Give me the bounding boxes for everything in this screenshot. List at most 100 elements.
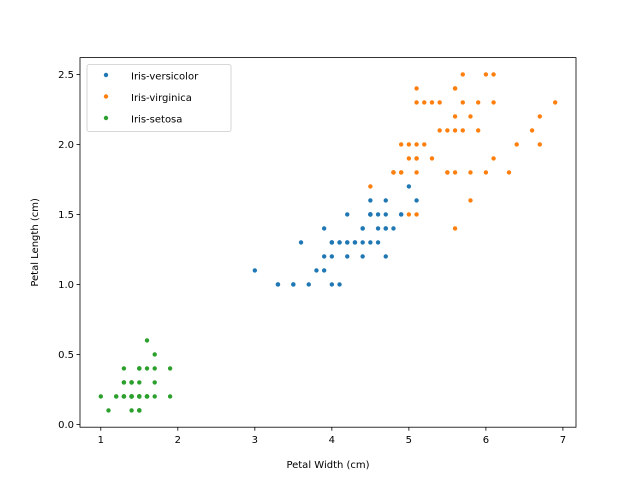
data-point bbox=[360, 226, 365, 231]
x-tick-label: 7 bbox=[560, 435, 566, 446]
data-point bbox=[422, 142, 427, 147]
data-point bbox=[152, 394, 157, 399]
legend-marker bbox=[103, 72, 109, 78]
data-point bbox=[452, 226, 458, 231]
data-point bbox=[422, 100, 427, 105]
data-point bbox=[483, 72, 489, 77]
x-tick-label: 4 bbox=[329, 435, 335, 446]
data-point bbox=[383, 198, 388, 203]
data-point bbox=[452, 170, 458, 175]
data-point bbox=[529, 128, 535, 133]
data-point bbox=[129, 380, 134, 385]
data-point bbox=[445, 128, 450, 133]
y-tick-label: 2.0 bbox=[58, 140, 74, 151]
data-point bbox=[445, 170, 450, 175]
data-point bbox=[298, 240, 304, 245]
data-point bbox=[345, 240, 350, 245]
data-point bbox=[414, 86, 419, 91]
data-point bbox=[483, 170, 489, 175]
legend-label: Iris-virginica bbox=[131, 93, 192, 104]
data-point bbox=[152, 366, 157, 371]
data-point bbox=[506, 170, 512, 175]
data-point bbox=[144, 338, 150, 343]
x-tick-label: 3 bbox=[252, 435, 258, 446]
data-point bbox=[414, 156, 419, 161]
data-point bbox=[337, 282, 342, 287]
data-point bbox=[368, 184, 373, 189]
legend-marker bbox=[103, 94, 109, 99]
data-point bbox=[352, 240, 358, 245]
data-point bbox=[537, 114, 542, 119]
x-tick-label: 6 bbox=[483, 435, 489, 446]
data-point bbox=[406, 212, 412, 217]
data-point bbox=[167, 366, 173, 371]
data-point bbox=[106, 408, 111, 413]
data-point bbox=[429, 156, 435, 161]
data-point bbox=[468, 114, 473, 119]
data-point bbox=[129, 408, 134, 413]
data-point bbox=[437, 128, 442, 133]
data-point bbox=[252, 268, 258, 273]
data-point bbox=[460, 128, 465, 133]
data-point bbox=[306, 282, 311, 287]
data-point bbox=[460, 100, 465, 105]
data-point bbox=[537, 142, 542, 147]
legend-label: Iris-versicolor bbox=[131, 72, 199, 83]
legend-box bbox=[86, 64, 232, 132]
x-ticks: 1 2 3 4 5 6 7 bbox=[98, 427, 566, 446]
data-point bbox=[121, 380, 127, 385]
y-tick-label: 1.0 bbox=[58, 280, 74, 291]
data-point bbox=[345, 254, 350, 259]
data-point bbox=[383, 254, 388, 259]
data-point bbox=[152, 352, 157, 357]
data-point bbox=[452, 114, 458, 119]
data-point bbox=[321, 254, 327, 259]
data-point bbox=[491, 156, 496, 161]
data-point bbox=[391, 226, 396, 231]
data-point bbox=[329, 282, 335, 287]
data-point bbox=[114, 394, 119, 399]
data-point bbox=[414, 100, 419, 105]
points-layer bbox=[98, 72, 558, 413]
data-point bbox=[275, 282, 281, 287]
data-point bbox=[406, 142, 412, 147]
data-point bbox=[291, 282, 296, 287]
data-point bbox=[460, 72, 465, 77]
data-point bbox=[468, 170, 473, 175]
data-point bbox=[406, 156, 412, 161]
data-point bbox=[398, 142, 404, 147]
data-point bbox=[137, 366, 142, 371]
legend-label: Iris-setosa bbox=[131, 115, 182, 126]
data-point bbox=[375, 226, 381, 231]
y-tick-label: 0.5 bbox=[58, 350, 74, 361]
data-point bbox=[144, 366, 150, 371]
data-point bbox=[468, 198, 473, 203]
data-point bbox=[383, 212, 388, 217]
data-point bbox=[491, 72, 496, 77]
data-point bbox=[337, 240, 342, 245]
data-point bbox=[360, 240, 365, 245]
legend-items: Iris-versicolor Iris-virginica Iris-setosa bbox=[103, 72, 199, 126]
data-point bbox=[375, 212, 381, 217]
data-point bbox=[314, 268, 319, 273]
data-point bbox=[368, 198, 373, 203]
data-point bbox=[406, 184, 412, 189]
data-point bbox=[414, 198, 419, 203]
data-point bbox=[429, 100, 435, 105]
y-tick-label: 1.5 bbox=[58, 210, 74, 221]
data-point bbox=[368, 212, 373, 217]
data-point bbox=[391, 170, 396, 175]
data-point bbox=[437, 100, 442, 105]
y-axis-label: Petal Length (cm) bbox=[30, 198, 41, 287]
y-tick-label: 0.0 bbox=[58, 420, 74, 431]
x-tick-label: 5 bbox=[406, 435, 412, 446]
y-ticks: 0.0 0.5 1.0 1.5 2.0 2.5 bbox=[58, 70, 80, 431]
data-point bbox=[368, 240, 373, 245]
data-point bbox=[167, 394, 173, 399]
axes-frame bbox=[79, 57, 577, 428]
data-point bbox=[137, 380, 142, 385]
data-point bbox=[121, 394, 127, 399]
y-tick-label: 2.5 bbox=[58, 70, 74, 81]
